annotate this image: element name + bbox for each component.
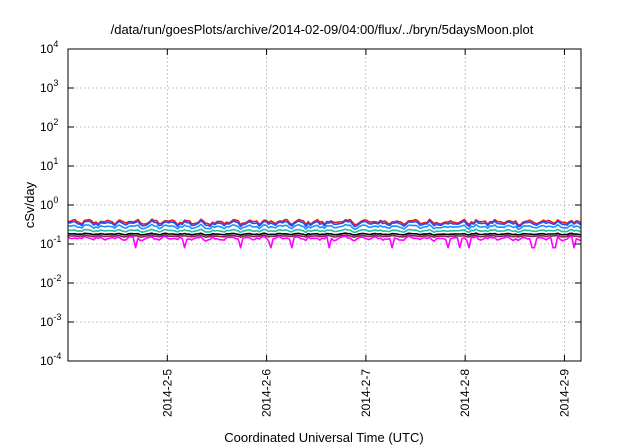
series-line — [67, 218, 582, 226]
series-line — [67, 219, 582, 228]
x-tick-label: 2014-2-7 — [359, 369, 373, 417]
y-axis-label: cSv/day — [22, 181, 37, 228]
y-tick-label: 10-2 — [40, 273, 61, 290]
y-tick-label: 10-4 — [40, 351, 61, 368]
series-line — [67, 234, 582, 238]
series-line — [67, 223, 582, 231]
y-tick-label: 10-1 — [40, 234, 61, 251]
x-tick-label: 2014-2-5 — [160, 369, 174, 417]
chart-title: /data/run/goesPlots/archive/2014-02-09/0… — [111, 22, 534, 37]
y-tick-label: 10-3 — [40, 312, 61, 329]
grid-lines — [68, 49, 581, 361]
axis-ticks — [68, 48, 581, 362]
x-tick-label: 2014-2-8 — [458, 369, 472, 417]
x-tick-label: 2014-2-6 — [260, 369, 274, 417]
x-tick-label: 2014-2-9 — [557, 369, 571, 417]
y-tick-label: 103 — [40, 78, 58, 95]
series-line — [67, 232, 582, 236]
y-tick-label: 100 — [40, 195, 58, 212]
y-tick-label: 104 — [40, 39, 58, 56]
x-tick-labels: 2014-2-5 2014-2-6 2014-2-7 2014-2-8 2014-2-9 — [160, 369, 571, 417]
data-series — [67, 218, 582, 249]
series-line — [67, 228, 582, 234]
y-tick-labels: 10-4 10-3 10-2 10-1 100 101 102 103 104 — [40, 39, 61, 368]
x-axis-label: Coordinated Universal Time (UTC) — [224, 430, 423, 445]
series-line — [67, 235, 582, 249]
y-tick-label: 101 — [40, 156, 58, 173]
y-tick-label: 102 — [40, 117, 58, 134]
